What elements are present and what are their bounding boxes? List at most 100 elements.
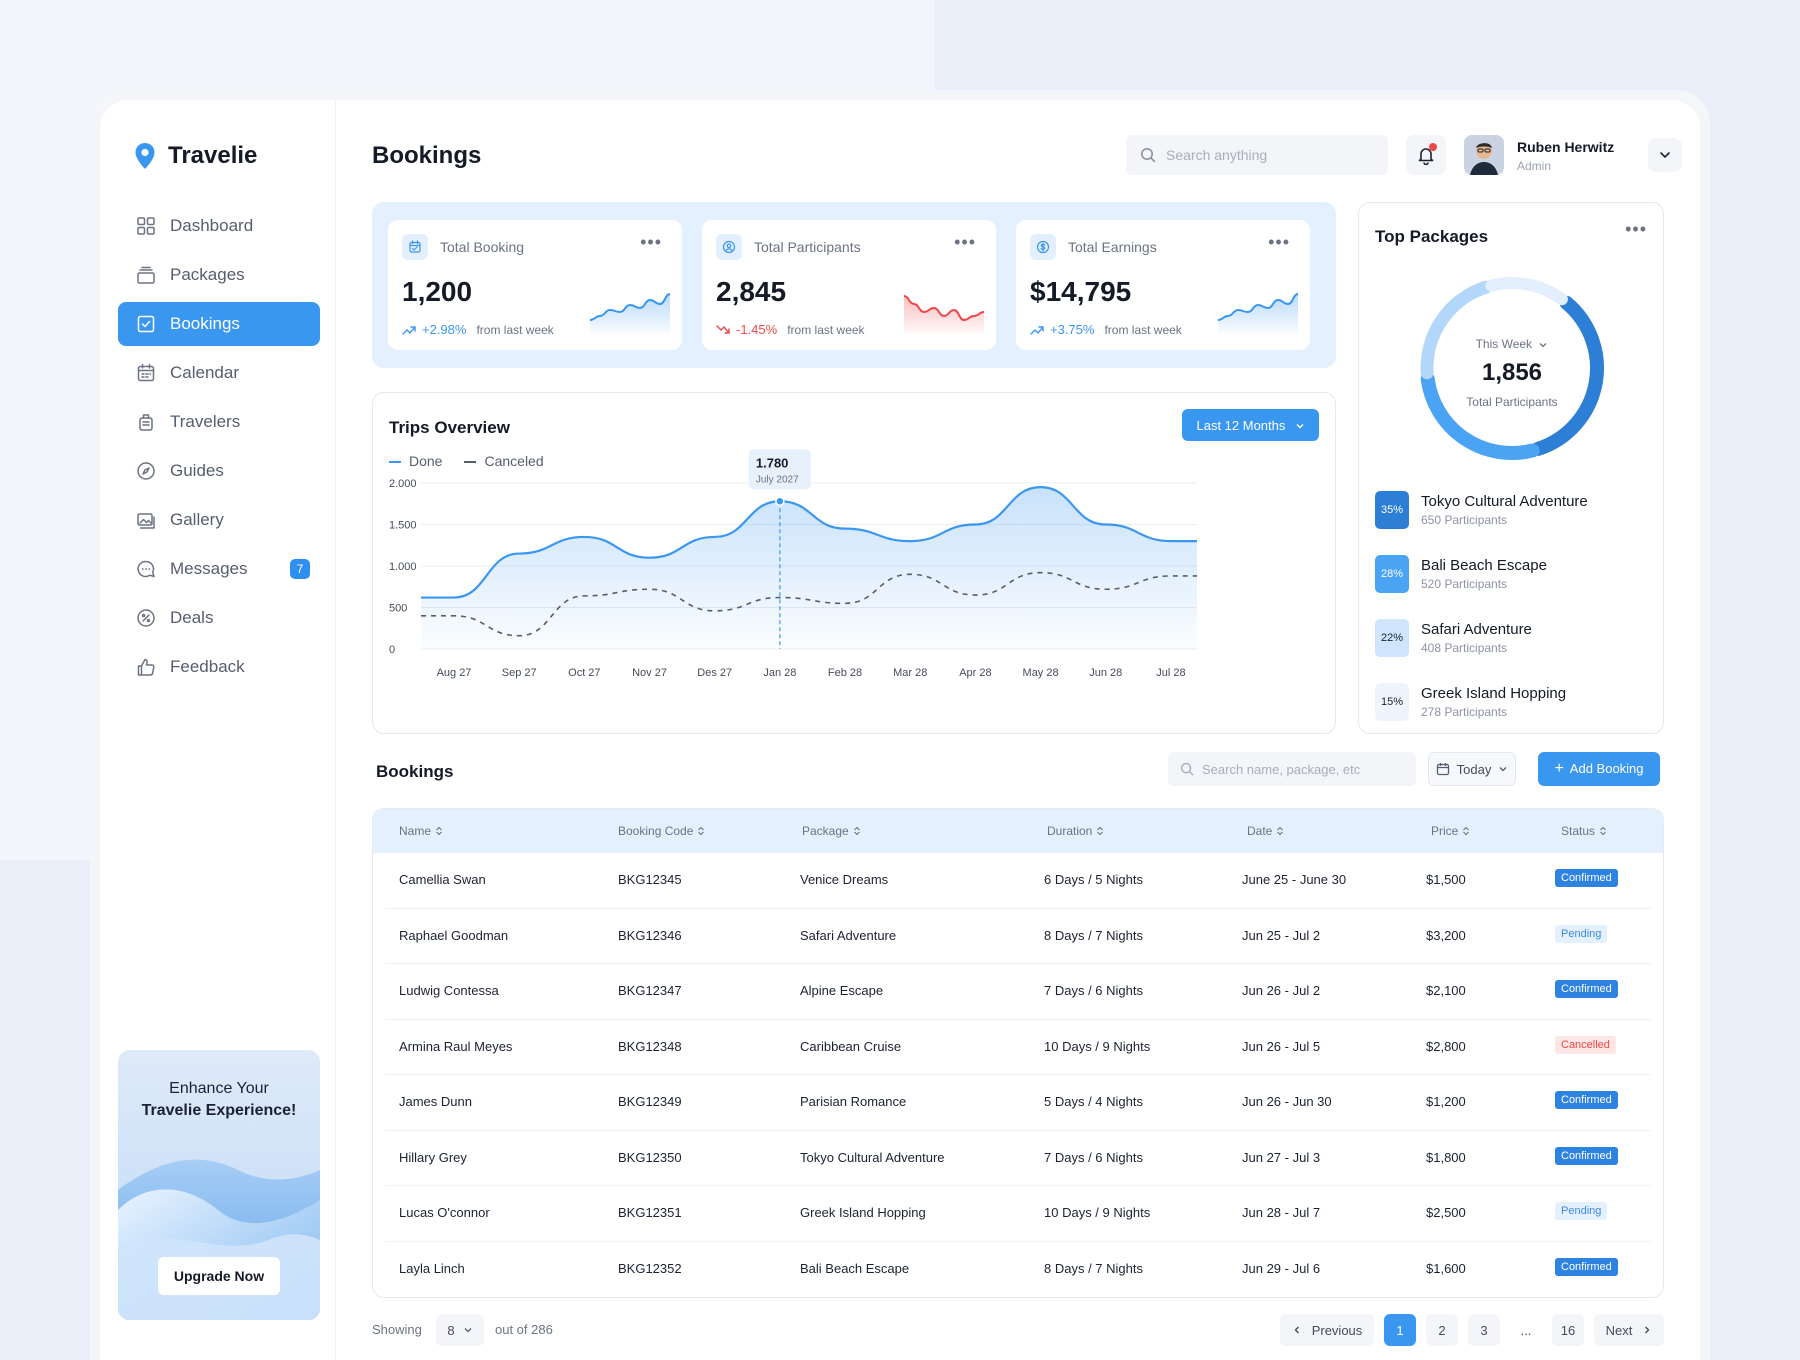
previous-page-button[interactable]: Previous xyxy=(1280,1314,1374,1346)
column-header-booking-code[interactable]: Booking Code xyxy=(618,824,705,838)
column-header-price[interactable]: Price xyxy=(1431,824,1470,838)
x-tick-label: Nov 27 xyxy=(632,667,667,679)
more-icon[interactable]: ••• xyxy=(640,232,662,252)
column-header-package[interactable]: Package xyxy=(802,824,861,838)
sidebar: Travelie Dashboard Packages Bookings Calend… xyxy=(100,100,336,1360)
search-input[interactable] xyxy=(1166,147,1366,163)
column-header-name[interactable]: Name xyxy=(399,824,443,838)
sidebar-item-messages[interactable]: Messages 7 xyxy=(118,547,320,591)
package-item-greek-island-hopping[interactable]: 15% Greek Island Hopping 278 Participants xyxy=(1375,683,1655,723)
more-icon[interactable]: ••• xyxy=(1625,219,1647,239)
cell-status: Pending xyxy=(1555,1202,1608,1220)
table-row[interactable]: Ludwig Contessa BKG12347 Alpine Escape 7 Da… xyxy=(385,964,1651,1020)
bookings-search-input[interactable] xyxy=(1202,761,1402,777)
package-item-tokyo-cultural-adventure[interactable]: 35% Tokyo Cultural Adventure 650 Participa… xyxy=(1375,491,1655,531)
cell-date: Jun 25 - Jul 2 xyxy=(1242,927,1321,943)
range-label: Last 12 Months xyxy=(1196,417,1286,433)
location-pin-icon xyxy=(135,143,155,169)
next-page-button[interactable]: Next xyxy=(1594,1314,1664,1346)
donut-slice-tokyo-cultural-adventure[interactable] xyxy=(1531,295,1604,456)
cell-name: Armina Raul Meyes xyxy=(399,1038,513,1054)
percent-icon xyxy=(137,609,155,627)
cell-package: Safari Adventure xyxy=(800,927,897,943)
more-icon[interactable]: ••• xyxy=(1268,232,1290,252)
table-row[interactable]: Layla Linch BKG12352 Bali Beach Escape 8 Da… xyxy=(385,1242,1651,1298)
sidebar-item-gallery[interactable]: Gallery xyxy=(118,498,320,542)
donut-slice-bali-beach-escape[interactable] xyxy=(1420,371,1540,460)
page-button-16[interactable]: 16 xyxy=(1552,1314,1584,1346)
sidebar-item-bookings[interactable]: Bookings xyxy=(118,302,320,346)
more-icon[interactable]: ••• xyxy=(954,232,976,252)
page-title: Bookings xyxy=(372,142,482,169)
sidebar-item-dashboard[interactable]: Dashboard xyxy=(118,204,320,248)
donut-slice-greek-island-hopping[interactable] xyxy=(1485,277,1568,306)
sidebar-item-packages[interactable]: Packages xyxy=(118,253,320,297)
check-square-icon xyxy=(137,315,155,333)
dollar-icon xyxy=(1036,240,1050,254)
user-circle-icon xyxy=(722,240,736,254)
date-filter-dropdown[interactable]: Today xyxy=(1428,752,1516,786)
per-page-dropdown[interactable]: 8 xyxy=(436,1314,484,1346)
sidebar-item-calendar[interactable]: Calendar xyxy=(118,351,320,395)
logo[interactable]: Travelie xyxy=(134,142,257,170)
page-button-1[interactable]: 1 xyxy=(1384,1314,1416,1346)
sidebar-nav: Dashboard Packages Bookings Calendar Travele… xyxy=(118,204,320,694)
cell-date: Jun 26 - Jun 30 xyxy=(1242,1094,1332,1109)
package-item-safari-adventure[interactable]: 22% Safari Adventure 408 Participants xyxy=(1375,619,1655,659)
cell-duration: 7 Days / 6 Nights xyxy=(1044,1149,1143,1165)
add-booking-button[interactable]: + Add Booking xyxy=(1538,752,1660,786)
page-button-2[interactable]: 2 xyxy=(1426,1314,1458,1346)
sidebar-item-deals[interactable]: Deals xyxy=(118,596,320,640)
status-badge: Confirmed xyxy=(1555,869,1618,887)
notifications-button[interactable] xyxy=(1406,135,1446,175)
period-selector[interactable]: This Week xyxy=(1359,337,1665,351)
cell-price: $3,200 xyxy=(1426,927,1466,943)
x-tick-label: Jun 28 xyxy=(1089,667,1122,679)
avatar[interactable] xyxy=(1464,135,1504,175)
tooltip-point[interactable] xyxy=(775,496,785,507)
bookings-search[interactable] xyxy=(1168,752,1416,786)
donut-slice-safari-adventure[interactable] xyxy=(1420,280,1493,380)
trend-up-icon xyxy=(1030,325,1044,335)
package-participants: 278 Participants xyxy=(1421,705,1508,719)
table-row[interactable]: Lucas O'connor BKG12351 Greek Island Hoppi… xyxy=(385,1186,1651,1242)
user-menu-button[interactable] xyxy=(1648,138,1682,172)
range-dropdown-button[interactable]: Last 12 Months xyxy=(1182,409,1319,441)
package-share-badge: 22% xyxy=(1375,619,1409,657)
column-header-duration[interactable]: Duration xyxy=(1047,824,1104,838)
sidebar-item-travelers[interactable]: Travelers xyxy=(118,400,320,444)
bookings-table-title: Bookings xyxy=(376,762,454,781)
trips-title: Trips Overview xyxy=(389,418,510,437)
table-row[interactable]: Camellia Swan BKG12345 Venice Dreams 6 Days… xyxy=(385,853,1651,909)
cell-booking-code: BKG12352 xyxy=(618,1260,682,1276)
package-share-badge: 15% xyxy=(1375,683,1409,721)
status-badge: Confirmed xyxy=(1555,1146,1618,1165)
sort-icon xyxy=(1097,826,1104,836)
x-tick-label: Feb 28 xyxy=(828,667,862,679)
page-button-3[interactable]: 3 xyxy=(1468,1314,1500,1346)
period-label: This Week xyxy=(1475,337,1533,351)
x-tick-label: Jul 28 xyxy=(1156,667,1185,679)
sparkline xyxy=(1218,293,1298,334)
sidebar-item-label: Dashboard xyxy=(170,216,254,235)
column-header-date[interactable]: Date xyxy=(1247,824,1284,838)
column-header-status[interactable]: Status xyxy=(1561,824,1607,838)
bell-icon xyxy=(1418,148,1434,165)
column-header-label: Status xyxy=(1561,824,1596,838)
promo-title: Enhance Your Travelie Experience! xyxy=(118,1078,320,1122)
upgrade-now-button[interactable]: Upgrade Now xyxy=(158,1257,280,1295)
cell-name: Lucas O'connor xyxy=(399,1205,490,1220)
y-tick-label: 1.000 xyxy=(389,561,417,573)
table-row[interactable]: James Dunn BKG12349 Parisian Romance 5 Days… xyxy=(385,1075,1651,1131)
table-row[interactable]: Armina Raul Meyes BKG12348 Caribbean Cruis… xyxy=(385,1020,1651,1075)
global-search[interactable] xyxy=(1126,135,1388,175)
calendar-icon xyxy=(1436,763,1449,776)
notification-dot xyxy=(1429,143,1437,151)
table-row[interactable]: Hillary Grey BKG12350 Tokyo Cultural Adven… xyxy=(385,1131,1651,1186)
column-header-label: Date xyxy=(1247,824,1273,838)
stat-delta: +3.75% from last week xyxy=(1030,322,1182,337)
package-item-bali-beach-escape[interactable]: 28% Bali Beach Escape 520 Participants xyxy=(1375,555,1655,595)
table-row[interactable]: Raphael Goodman BKG12346 Safari Adventure 8… xyxy=(385,909,1651,964)
sidebar-item-feedback[interactable]: Feedback xyxy=(118,645,320,689)
sidebar-item-guides[interactable]: Guides xyxy=(118,449,320,493)
